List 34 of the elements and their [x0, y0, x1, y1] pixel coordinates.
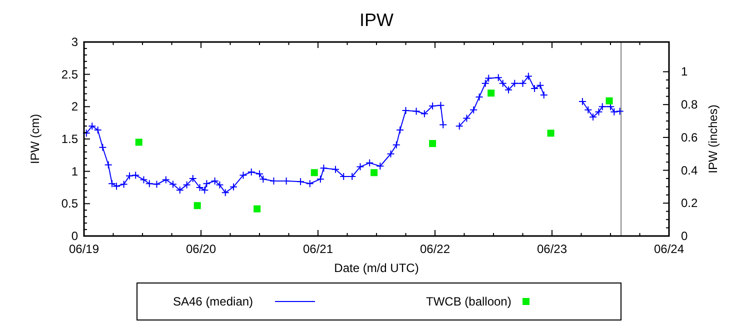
point: [254, 205, 261, 212]
y-tick-label: 2.5: [61, 67, 78, 82]
point: [606, 97, 613, 104]
x-tick-label: 06/21: [302, 242, 334, 256]
x-axis-title: Date (m/d UTC): [334, 261, 419, 275]
x-tick-label: 06/24: [654, 242, 684, 256]
y2-tick-label: 0.4: [681, 163, 698, 178]
y-tick-label: 1: [71, 164, 78, 178]
y-axis-title: IPW (cm): [28, 114, 42, 164]
y-tick-label: 1.5: [61, 132, 78, 146]
point: [310, 169, 318, 176]
legend-label: TWCB (balloon): [426, 294, 512, 308]
point: [370, 169, 378, 176]
y2-tick-label: 0: [681, 229, 688, 243]
y-tick-label: 3: [71, 35, 78, 49]
point: [135, 138, 142, 146]
legend-label: SA46 (median): [173, 294, 254, 308]
chart-title: IPW: [360, 10, 394, 30]
y2-axis-title: IPW (inches): [706, 104, 720, 174]
point: [488, 90, 495, 97]
point: [429, 140, 436, 148]
point: [194, 202, 201, 210]
y2-tick-label: 1: [681, 64, 688, 79]
y2-tick-label: 0.8: [681, 98, 698, 112]
x-tick-label: 06/23: [536, 242, 568, 256]
y2-tick-label: 0.2: [681, 196, 698, 210]
y2-tick-label: 0.6: [681, 130, 698, 144]
x-tick-label: 06/20: [186, 242, 216, 256]
x-tick-label: 06/22: [420, 242, 450, 256]
x-tick-label: 06/19: [68, 242, 100, 256]
y-tick-label: 0.5: [61, 196, 78, 211]
point: [547, 130, 554, 137]
y-tick-label: 0: [71, 229, 78, 243]
y-tick-label: 2: [71, 100, 78, 114]
